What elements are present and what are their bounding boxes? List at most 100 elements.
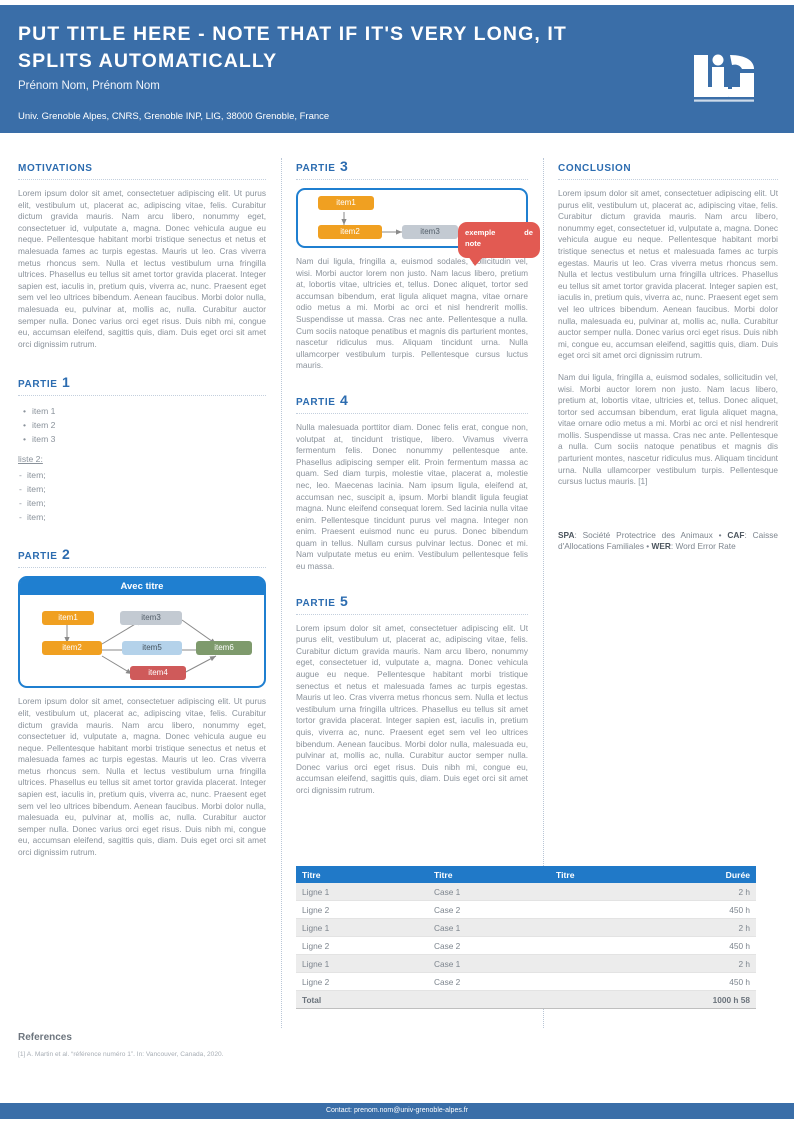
section-rule xyxy=(296,179,528,180)
abbrev-separator: • xyxy=(718,529,728,540)
callout-word-de: de xyxy=(524,228,533,237)
section-partie2: Partie 2 Avec titre xyxy=(18,546,266,858)
reference-item: [1] A. Martin et al. “référence numéro 1… xyxy=(18,1051,224,1058)
left-column: Motivations Lorem ipsum dolor sit amet, … xyxy=(18,158,266,879)
table-cell xyxy=(550,936,692,955)
table-row: Ligne 2 Case 2 450 h xyxy=(296,936,756,955)
section-title-conclusion: Conclusion xyxy=(558,158,632,174)
partie1-liste2-label: liste 2: xyxy=(18,454,43,465)
table-cell: Ligne 2 xyxy=(296,972,428,991)
list-item: item 2 xyxy=(18,418,266,432)
abbrev-separator: • xyxy=(646,541,652,552)
poster-header: PUT TITLE HERE - NOTE THAT IF IT'S VERY … xyxy=(0,5,794,133)
table-row: Ligne 2 Case 2 450 h xyxy=(296,972,756,991)
partie1-bullet-list: item 1 item 2 item 3 xyxy=(18,404,266,446)
list-item: item; xyxy=(18,496,266,510)
poster-affiliation: Univ. Grenoble Alpes, CNRS, Grenoble INP… xyxy=(18,111,330,122)
table-cell: Case 1 xyxy=(428,918,550,937)
table-header-cell: Titre xyxy=(296,866,428,883)
callout-word-exemple: exemple xyxy=(465,228,496,237)
poster-footer: Contact: prenom.nom@univ-grenoble-alpes.… xyxy=(0,1103,794,1119)
table-cell: Case 2 xyxy=(428,936,550,955)
node-item3: item3 xyxy=(120,611,182,626)
list-item: item 3 xyxy=(18,432,266,446)
abbrev-key-caf: CAF xyxy=(727,529,745,540)
section-rule xyxy=(18,395,266,397)
partie2-figure: Avec titre item1 item3 xyxy=(18,576,266,689)
abbrev-key-wer: WER xyxy=(651,541,671,552)
right-column: Conclusion Lorem ipsum dolor sit amet, c… xyxy=(558,158,778,553)
section-rule xyxy=(558,179,778,180)
partie3-callout-note: exemple de note xyxy=(458,222,540,266)
list-item: item; xyxy=(18,468,266,482)
table-cell: 450 h xyxy=(692,972,756,991)
table-cell: 2 h xyxy=(692,954,756,973)
poster-authors: Prénom Nom, Prénom Nom xyxy=(18,80,160,92)
table-row: Ligne 1 Case 1 2 h xyxy=(296,883,756,901)
table-header-cell: Durée xyxy=(692,866,756,883)
table-header-row: Titre Titre Titre Durée xyxy=(296,866,756,883)
poster-title: PUT TITLE HERE - NOTE THAT IF IT'S VERY … xyxy=(18,23,567,72)
table-cell: Ligne 2 xyxy=(296,936,428,955)
section-conclusion: Conclusion Lorem ipsum dolor sit amet, c… xyxy=(558,158,778,488)
table-cell xyxy=(550,883,692,901)
node-item1: item1 xyxy=(42,611,94,626)
abbrev-val-wer: : Word Error Rate xyxy=(670,541,736,552)
section-partie4: Partie 4 Nulla malesuada porttitor diam.… xyxy=(296,392,528,573)
table-cell xyxy=(428,990,550,1009)
node-item6: item6 xyxy=(196,641,252,656)
table-cell: Case 2 xyxy=(428,900,550,919)
section-rule xyxy=(18,179,266,180)
references-title: References xyxy=(18,1032,72,1043)
table-cell xyxy=(550,918,692,937)
partie3-figure: item1 item2 item3 exemple de note xyxy=(296,188,540,266)
list-item: item 1 xyxy=(18,404,266,418)
node-item4: item4 xyxy=(130,666,186,681)
references-section: References [1] A. Martin et al. “référen… xyxy=(18,1032,758,1060)
column-divider-2 xyxy=(543,158,544,1028)
table-row: Ligne 1 Case 1 2 h xyxy=(296,918,756,937)
node-item2: item2 xyxy=(42,641,102,656)
table-cell: Ligne 2 xyxy=(296,900,428,919)
list-item: item; xyxy=(18,510,266,524)
node-item3: item3 xyxy=(402,225,458,239)
section-partie3: Partie 3 item1 item2 item3 xyxy=(296,158,540,372)
table-cell xyxy=(550,990,692,1009)
partie2-figure-caption: Avec titre xyxy=(20,578,264,596)
partie4-text: Nulla malesuada porttitor diam. Donec fe… xyxy=(296,421,528,572)
table-cell: Case 2 xyxy=(428,972,550,991)
partie1-dash-list: item; item; item; item; xyxy=(18,468,266,524)
column-divider-1 xyxy=(281,158,282,1028)
conclusion-paragraph-2: Nam dui ligula, fringilla a, euismod sod… xyxy=(558,371,778,487)
callout-tail xyxy=(468,256,484,266)
table-cell xyxy=(550,972,692,991)
partie5-text: Lorem ipsum dolor sit amet, consectetuer… xyxy=(296,622,528,795)
section-title-partie5: Partie 5 xyxy=(296,592,349,609)
node-item5: item5 xyxy=(122,641,182,656)
abbrev-key-spa: SPA xyxy=(558,529,575,540)
section-motivations: Motivations Lorem ipsum dolor sit amet, … xyxy=(18,158,266,350)
footer-contact: Contact: prenom.nom@univ-grenoble-alpes.… xyxy=(325,1107,469,1114)
table-header-cell: Titre xyxy=(550,866,692,883)
callout-word-note: note xyxy=(465,239,482,248)
motivations-text: Lorem ipsum dolor sit amet, consectetuer… xyxy=(18,188,266,349)
section-partie5: Partie 5 Lorem ipsum dolor sit amet, con… xyxy=(296,593,528,797)
table-cell xyxy=(550,900,692,919)
section-rule xyxy=(296,613,528,615)
partie3-text: Nam dui ligula, fringilla a, euismod sod… xyxy=(296,256,528,371)
partie2-text: Lorem ipsum dolor sit amet, consectetuer… xyxy=(18,696,266,858)
table-row: Ligne 1 Case 1 2 h xyxy=(296,954,756,973)
table-total-value: 1000 h 58 xyxy=(692,990,756,1009)
section-partie1: Partie 1 item 1 item 2 item 3 liste 2: i… xyxy=(18,374,266,524)
results-table-wrap: Titre Titre Titre Durée Ligne 1 Case 1 2… xyxy=(296,866,756,1009)
table-cell xyxy=(550,954,692,973)
section-title-partie1: Partie 1 xyxy=(18,374,71,391)
section-title-partie2: Partie 2 xyxy=(18,546,71,563)
table-row: Ligne 2 Case 2 450 h xyxy=(296,900,756,919)
results-table: Titre Titre Titre Durée Ligne 1 Case 1 2… xyxy=(296,866,756,1009)
table-cell: Case 1 xyxy=(428,954,550,973)
section-rule xyxy=(18,567,266,569)
table-cell: Ligne 1 xyxy=(296,883,428,901)
lig-logo-icon xyxy=(690,53,758,103)
